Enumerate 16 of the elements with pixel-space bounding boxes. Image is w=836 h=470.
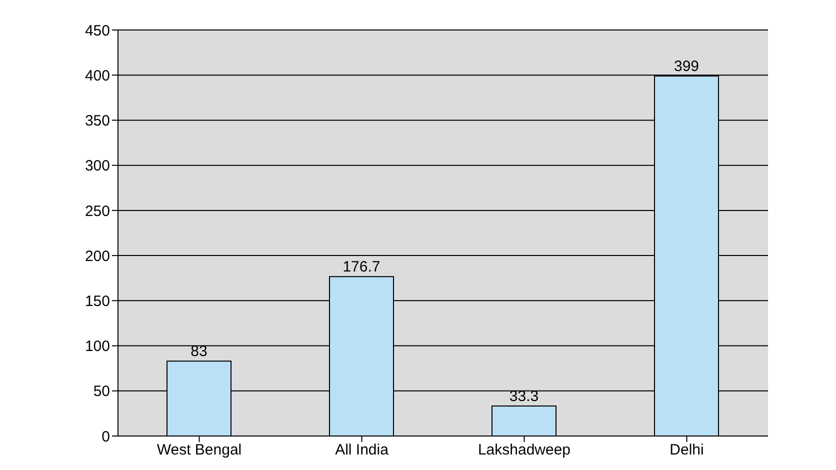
data-label: 399 — [674, 58, 700, 76]
data-label: 176.7 — [342, 258, 380, 276]
y-tick-label: 150 — [84, 292, 110, 310]
x-tick-label: West Bengal — [156, 442, 242, 459]
y-tick-label: 100 — [84, 338, 110, 356]
y-tick-label: 250 — [84, 202, 110, 220]
x-tick-label: Delhi — [670, 442, 704, 459]
y-tick-label: 200 — [84, 248, 110, 265]
y-tick-label: 350 — [84, 112, 110, 130]
y-tick-label: 50 — [93, 383, 110, 400]
x-tick-label: All India — [335, 442, 390, 459]
y-tick-label: 450 — [84, 22, 110, 40]
y-tick-label: 0 — [102, 428, 110, 446]
y-tick-label: 400 — [84, 67, 110, 84]
y-tick-label: 300 — [84, 158, 110, 175]
x-tick-label: Lakshadweep — [478, 442, 571, 459]
